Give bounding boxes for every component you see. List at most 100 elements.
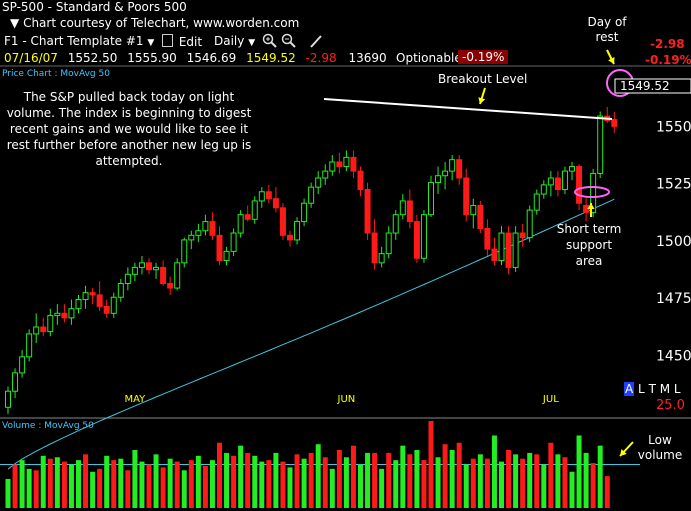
volume-bar (435, 457, 441, 508)
volume-bar (139, 461, 145, 508)
edit-menu[interactable]: Edit (162, 34, 202, 49)
volume-bar (181, 470, 187, 508)
candle-body (146, 262, 152, 271)
timeframe-bar: A L T M L (624, 382, 681, 396)
volume-bar (188, 460, 194, 508)
candle-body (251, 200, 258, 220)
high-value: 1555.90 (127, 51, 177, 65)
volume-bar (202, 465, 208, 508)
optionable-label: Optionable (396, 51, 462, 65)
candle-body (40, 326, 47, 333)
volume-bar (224, 452, 230, 508)
volume-bar (442, 444, 448, 508)
volume-bar (541, 464, 547, 508)
volume-bar (153, 454, 159, 508)
candle-body (174, 262, 181, 289)
volume-bar (336, 450, 342, 508)
volume-bar (76, 460, 81, 508)
volume-bar (238, 445, 244, 508)
rest-arrow-head (608, 57, 615, 64)
volume-bar (273, 452, 279, 508)
candle-body (322, 170, 329, 179)
volume-bar (583, 452, 589, 508)
timeframe-t[interactable]: T (648, 382, 656, 396)
candle-body (26, 333, 33, 358)
period-select[interactable]: Daily ▼ (214, 34, 255, 48)
candle-body (463, 177, 470, 216)
volume-bar (167, 458, 173, 508)
volume-bar (132, 450, 138, 508)
candle-body (103, 305, 110, 314)
timeframe-l[interactable]: L (638, 382, 645, 396)
candle-body (54, 312, 61, 317)
volume-bar (68, 464, 74, 508)
courtesy-line: ▼ Chart courtesy of Telechart, www.worde… (10, 16, 299, 30)
candle-body (420, 214, 427, 259)
candle-body (470, 205, 477, 216)
zoom-in-icon[interactable] (262, 33, 278, 49)
candle-body (611, 119, 618, 127)
volume-bar (484, 458, 490, 508)
candle-body (61, 312, 68, 319)
template-menu[interactable]: F1 - Chart Template #1 ▼ (4, 34, 154, 48)
commentary-line: recent gains and we would like to see it (9, 122, 249, 136)
volume-bar (548, 442, 554, 508)
candle-body (498, 232, 505, 262)
breakout-label: Breakout Level (438, 72, 528, 86)
candle-body (435, 175, 442, 184)
commentary-line: volume. The index is beginning to digest (6, 106, 252, 120)
volume-bar (33, 470, 39, 508)
timeframe-m[interactable]: M (659, 382, 671, 396)
day-of-rest-line: rest (595, 30, 619, 44)
volume-bar (54, 457, 60, 508)
timeframe-l2[interactable]: L (673, 382, 681, 396)
candle-body (301, 202, 308, 223)
volume-bar (315, 444, 321, 508)
volume-bar (174, 461, 180, 508)
breakout-arrow-head (478, 97, 486, 104)
volume-bar (372, 452, 378, 508)
timeframe-all[interactable]: A (624, 382, 635, 396)
candle-body (131, 266, 138, 275)
candle-body (96, 294, 103, 307)
volume-bar (555, 454, 561, 508)
candle-body (378, 253, 385, 264)
volume-bar (365, 452, 371, 508)
volume-bar (379, 468, 385, 508)
day-of-rest-line: Day of (587, 15, 627, 29)
x-tick-label: JUL (542, 394, 559, 405)
candle-body (5, 390, 11, 408)
bar-date: 07/16/07 (4, 51, 58, 65)
last-price-box (614, 78, 691, 94)
candle-body (590, 172, 597, 213)
candle-body (160, 266, 167, 284)
candle-body (117, 282, 124, 298)
candle-body (202, 221, 209, 232)
support-ellipse (574, 186, 610, 198)
draw-tool-icon[interactable] (308, 33, 324, 49)
volume-title: Volume (2, 421, 36, 431)
volume-bar (604, 476, 610, 508)
candle-body (442, 170, 449, 177)
candle-body (181, 239, 188, 264)
dropdown-arrow-icon[interactable]: ▼ (10, 16, 20, 30)
breakout-level-line (323, 98, 613, 120)
candle-body (329, 161, 336, 172)
volume-bar (393, 460, 399, 508)
candle-body (33, 326, 40, 335)
candle-body (561, 170, 568, 190)
volume-bar (19, 460, 25, 508)
support-line: area (575, 254, 603, 268)
edit-icon (162, 34, 173, 47)
candle-body (258, 191, 265, 202)
candle-body (195, 230, 202, 236)
scale-value: 25.0 (656, 398, 685, 413)
candle-body (167, 282, 174, 289)
volume-bar (400, 445, 406, 508)
zoom-out-icon[interactable] (281, 33, 297, 49)
candle-body (512, 232, 519, 268)
instrument-name: Standard & Poors 500 (55, 0, 187, 14)
volume-bar (125, 470, 131, 508)
volume-bar (83, 454, 89, 508)
